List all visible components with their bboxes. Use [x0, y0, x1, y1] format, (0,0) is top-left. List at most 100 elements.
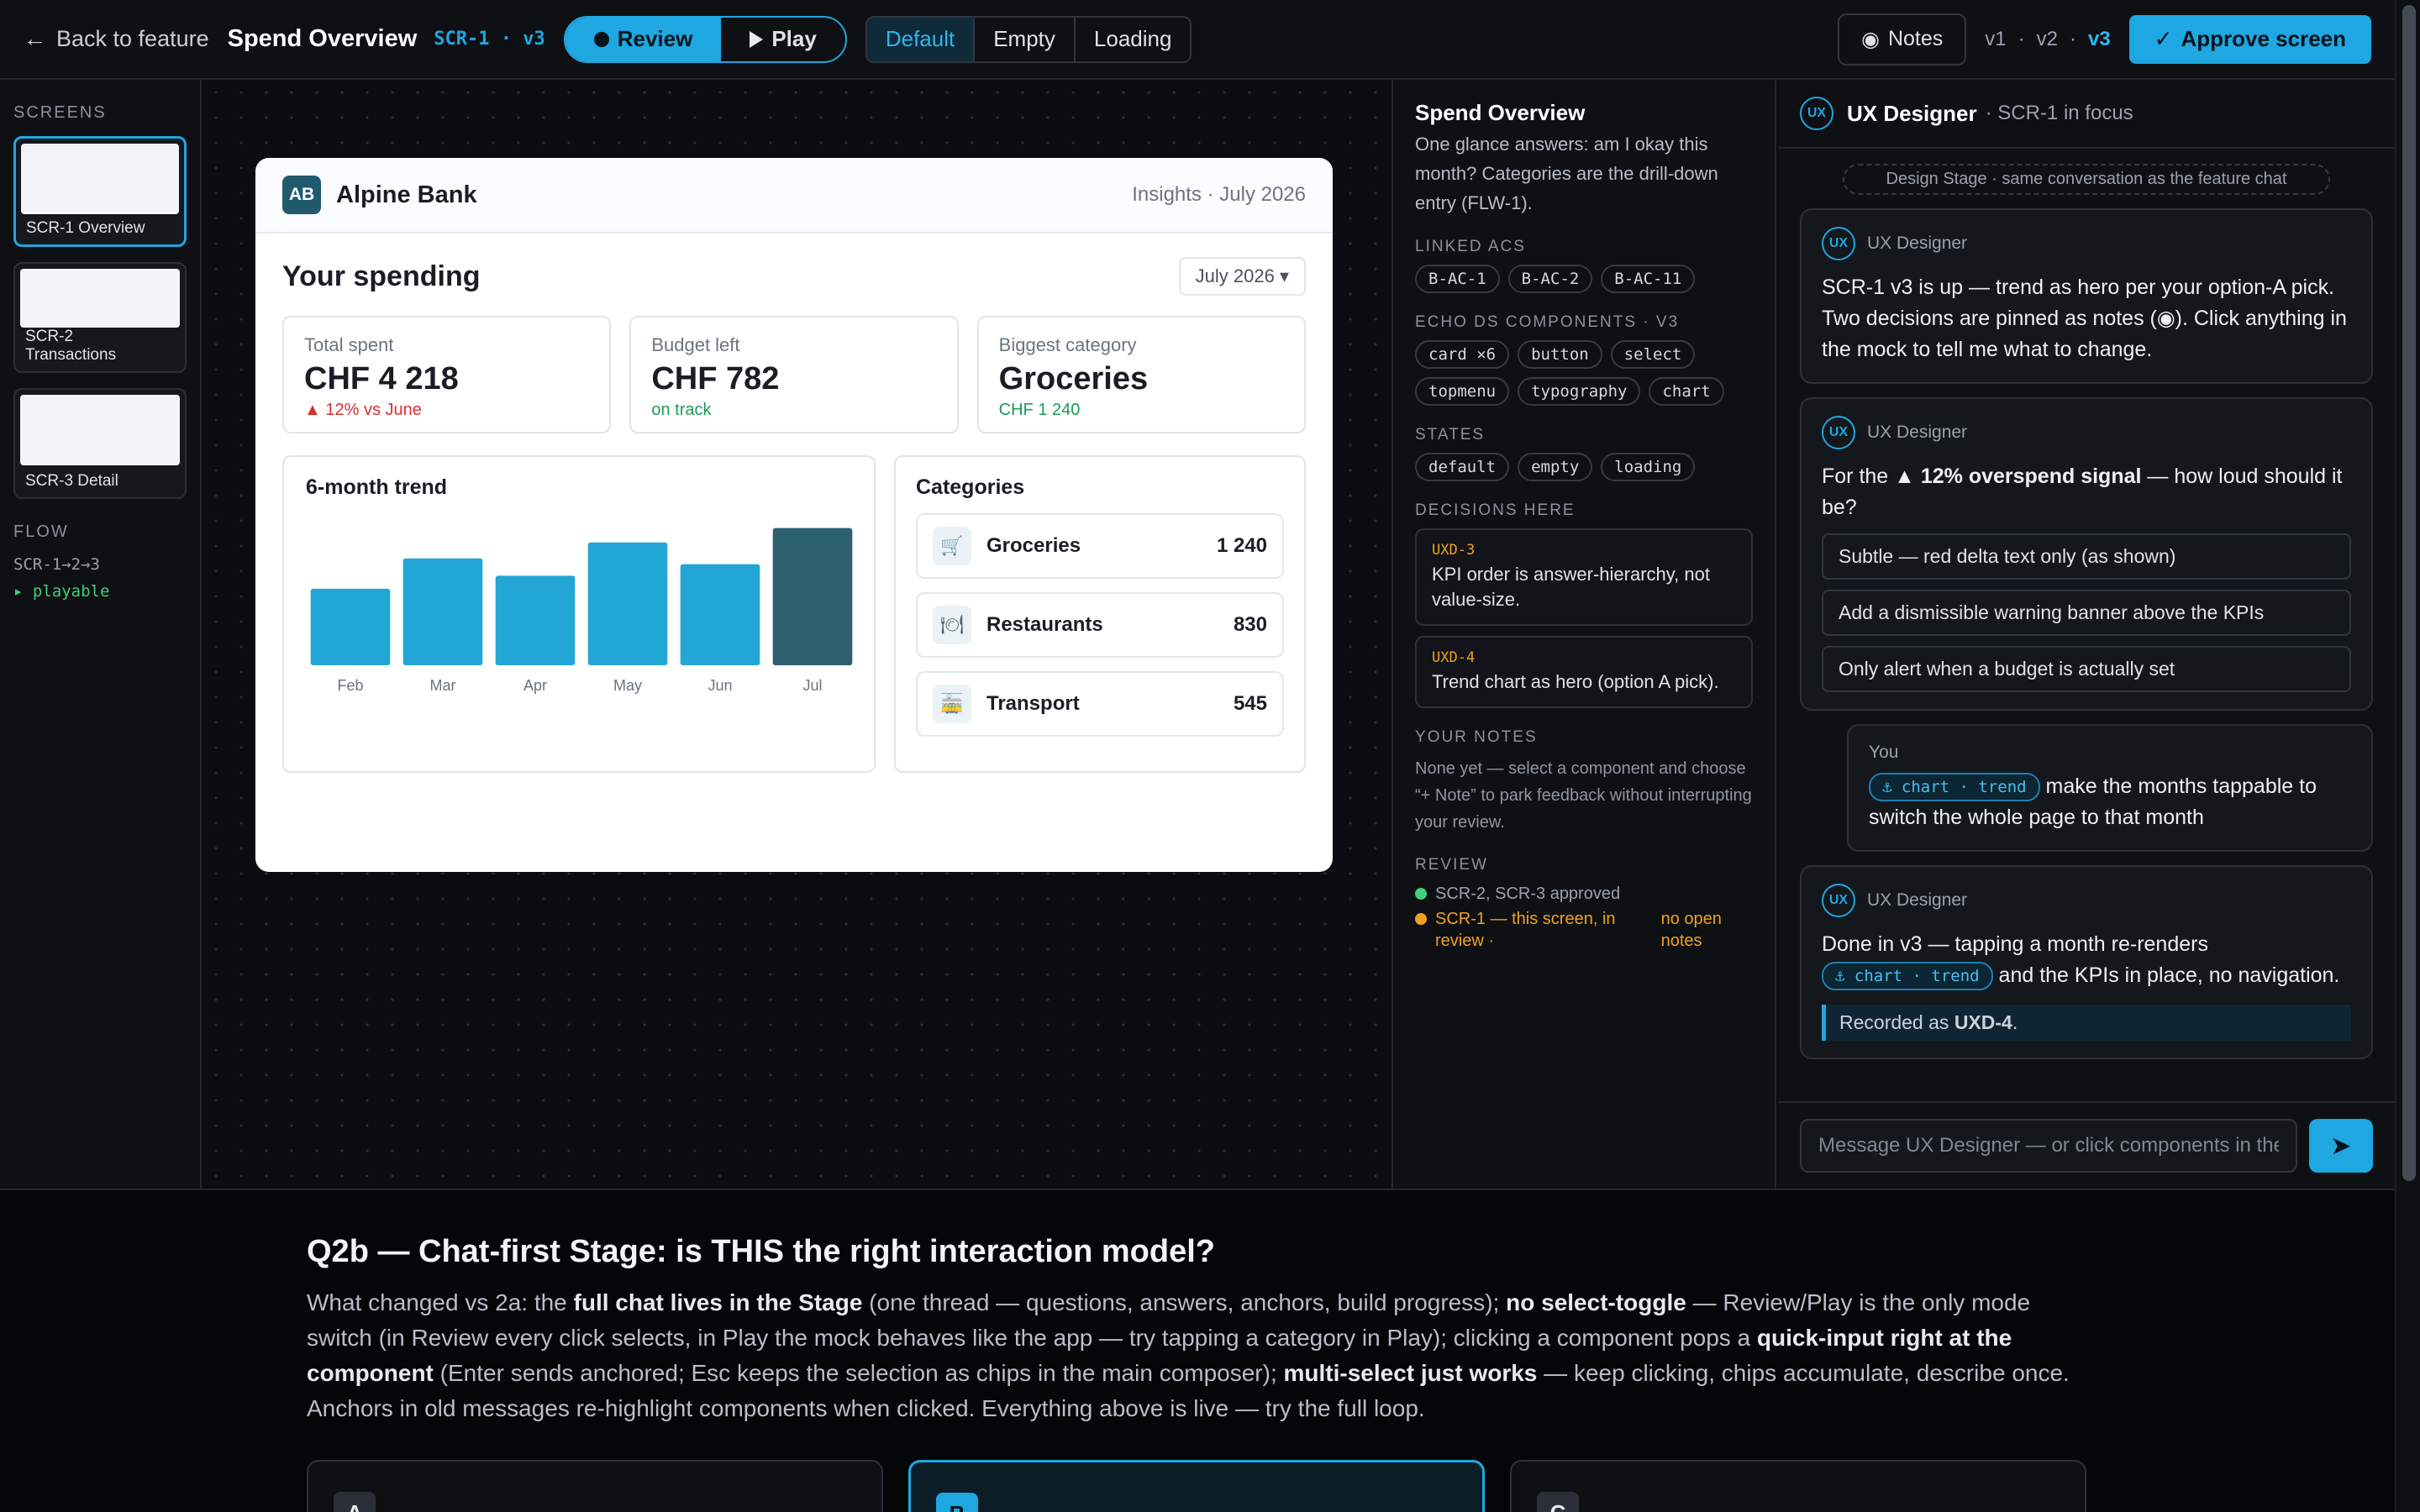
question-section: Q2b — Chat-first Stage: is THIS the righ… — [0, 1189, 2395, 1512]
version-v1[interactable]: v1 — [1985, 27, 2007, 50]
send-button[interactable]: ➤ — [2309, 1119, 2373, 1173]
version-switcher: v1 · v2 · v3 — [1985, 28, 2110, 51]
component-chip[interactable]: card ×6 — [1415, 340, 1510, 369]
state-tabs: Default Empty Loading — [865, 15, 1192, 63]
category-row-transport[interactable]: 🚋 Transport 545 — [916, 671, 1284, 737]
trend-month-label[interactable]: Apr — [523, 677, 547, 694]
trend-bar-jul[interactable] — [772, 528, 853, 665]
page-scrollbar[interactable] — [2395, 0, 2420, 1512]
scrollbar-thumb[interactable] — [2402, 5, 2416, 1181]
option-badge: C — [1537, 1492, 1579, 1512]
trend-month-label[interactable]: Jul — [802, 677, 822, 694]
option-card-c[interactable]: C — [1510, 1460, 2086, 1512]
component-chip[interactable]: select — [1610, 340, 1696, 369]
option-card-a[interactable]: A — [307, 1460, 883, 1512]
trend-bar-mar[interactable] — [402, 558, 483, 665]
tab-state-loading[interactable]: Loading — [1093, 26, 1172, 51]
categories-title: Categories — [916, 475, 1025, 499]
screen-thumb-scr-1[interactable]: SCR-1 Overview — [13, 136, 187, 247]
version-separator: · — [2069, 27, 2076, 50]
category-row-restaurants[interactable]: 🍽 Restaurants 830 — [916, 592, 1284, 658]
trend-month-label[interactable]: Feb — [337, 677, 363, 694]
screen-title: Spend Overview — [227, 25, 418, 52]
question-description: What changed vs 2a: the full chat lives … — [307, 1289, 2070, 1421]
mode-play-button[interactable]: Play — [721, 18, 844, 61]
mock-screen[interactable]: AB Alpine Bank Insights · July 2026 Your… — [255, 158, 1333, 872]
chat-panel: UX UX Designer · SCR-1 in focus Design S… — [1778, 80, 2395, 1189]
chat-header: UX UX Designer · SCR-1 in focus — [1778, 80, 2395, 149]
component-chip[interactable]: button — [1518, 340, 1602, 369]
component-chip[interactable]: topmenu — [1415, 377, 1510, 406]
state-chip[interactable]: default — [1415, 453, 1510, 481]
kpi-value: CHF 4 218 — [304, 361, 459, 396]
linked-ac-chip[interactable]: B-AC-2 — [1507, 265, 1593, 293]
flow-playable[interactable]: ▸ playable — [13, 582, 110, 601]
component-chip[interactable]: chart — [1649, 377, 1724, 406]
screen-thumb-scr-2[interactable]: SCR-2 Transactions — [13, 262, 187, 373]
category-name: Transport — [986, 692, 1080, 715]
trend-bar-feb[interactable] — [310, 588, 391, 665]
inspector-description: One glance answers: am I okay this month… — [1415, 134, 1718, 213]
trend-month-label[interactable]: Jun — [708, 677, 732, 694]
decision-card-uxd-3[interactable]: UXD-3 KPI order is answer-hierarchy, not… — [1415, 528, 1753, 626]
answer-option-budget[interactable]: Only alert when a budget is actually set — [1822, 646, 2351, 692]
answer-option-subtle[interactable]: Subtle — red delta text only (as shown) — [1822, 533, 2351, 580]
linked-ac-chip[interactable]: B-AC-11 — [1601, 265, 1696, 293]
chat-message-question: UX UX Designer For the ▲ 12% overspend si… — [1800, 397, 2373, 711]
mock-header[interactable]: AB Alpine Bank Insights · July 2026 — [255, 158, 1333, 234]
trend-bar-apr[interactable] — [495, 575, 576, 665]
kpi-card-total-spent[interactable]: Total spent CHF 4 218 ▲ 12% vs June — [282, 316, 612, 433]
trend-chart-card[interactable]: 6-month trend Feb Mar Apr May Jun Jul — [282, 455, 876, 773]
trend-bar-may[interactable] — [587, 542, 668, 665]
tab-state-default[interactable]: Default — [866, 17, 976, 61]
trend-bar-chart[interactable]: Feb Mar Apr May Jun Jul — [304, 521, 859, 706]
version-v3[interactable]: v3 — [2087, 27, 2111, 50]
inspector-panel: Spend Overview One glance answers: am I … — [1392, 80, 1776, 1189]
record-dot-icon — [593, 31, 609, 47]
trend-bar-jun[interactable] — [680, 564, 760, 665]
mode-review-button[interactable]: Review — [565, 17, 722, 61]
approve-screen-button[interactable]: ✓ Approve screen — [2128, 14, 2371, 64]
linked-ac-chip[interactable]: B-AC-1 — [1415, 265, 1500, 293]
trend-month-label[interactable]: Mar — [430, 677, 456, 694]
version-v2[interactable]: v2 — [2036, 27, 2058, 50]
screen-thumb-label: SCR-3 Detail — [25, 472, 118, 490]
bank-logo: AB — [282, 176, 321, 214]
kpi-value: CHF 782 — [651, 361, 780, 396]
back-to-feature-button[interactable]: ← Back to feature — [24, 26, 209, 51]
states-list: default empty loading — [1415, 453, 1753, 481]
month-select[interactable]: July 2026 ▾ — [1178, 257, 1306, 296]
notes-button[interactable]: ◉ Notes — [1838, 13, 1967, 66]
tab-state-empty[interactable]: Empty — [975, 17, 1076, 61]
tram-icon: 🚋 — [933, 685, 971, 723]
screen-version-ref: SCR-1 · v3 — [434, 29, 545, 50]
anchor-chip-chart-trend[interactable]: ⚓ chart · trend — [1869, 773, 2040, 802]
kpi-card-budget-left[interactable]: Budget left CHF 782 on track — [629, 316, 959, 433]
sender-name: UX Designer — [1867, 890, 1968, 910]
thumb-preview — [21, 144, 179, 214]
decision-card-uxd-4[interactable]: UXD-4 Trend chart as hero (option A pick… — [1415, 636, 1753, 708]
answer-option-banner[interactable]: Add a dismissible warning banner above t… — [1822, 590, 2351, 636]
kpi-label: Biggest category — [998, 334, 1137, 355]
state-chip[interactable]: loading — [1601, 453, 1696, 481]
category-row-groceries[interactable]: 🛒 Groceries 1 240 — [916, 513, 1284, 579]
message-text: Done in v3 — tapping a month re-renders … — [1822, 929, 2351, 991]
kpi-card-biggest-category[interactable]: Biggest category Groceries CHF 1 240 — [976, 316, 1306, 433]
mode-toggle: Review Play — [563, 15, 847, 63]
anchor-chip-chart-trend[interactable]: ⚓ chart · trend — [1822, 962, 1993, 991]
trend-month-label[interactable]: May — [613, 677, 642, 694]
message-text: For the ▲ 12% overspend signal — how lou… — [1822, 465, 2343, 519]
focus-label: · SCR-1 in focus — [1985, 102, 2133, 124]
check-icon: ✓ — [2154, 26, 2173, 51]
option-card-b[interactable]: B — [908, 1460, 1485, 1512]
message-text: ⚓ chart · trend make the months tappable… — [1869, 773, 2317, 829]
component-chip[interactable]: typography — [1518, 377, 1641, 406]
state-chip[interactable]: empty — [1518, 453, 1593, 481]
category-name: Groceries — [986, 534, 1081, 557]
chat-message: UX UX Designer SCR-1 v3 is up — trend as … — [1800, 208, 2373, 384]
sender-name: UX Designer — [1867, 423, 1968, 442]
categories-card[interactable]: Categories 🛒 Groceries 1 240 🍽 Restauran… — [894, 455, 1306, 773]
screen-thumb-scr-3[interactable]: SCR-3 Detail — [13, 388, 187, 499]
review-label: REVIEW — [1415, 856, 1488, 874]
chat-message-input[interactable] — [1800, 1119, 2297, 1173]
